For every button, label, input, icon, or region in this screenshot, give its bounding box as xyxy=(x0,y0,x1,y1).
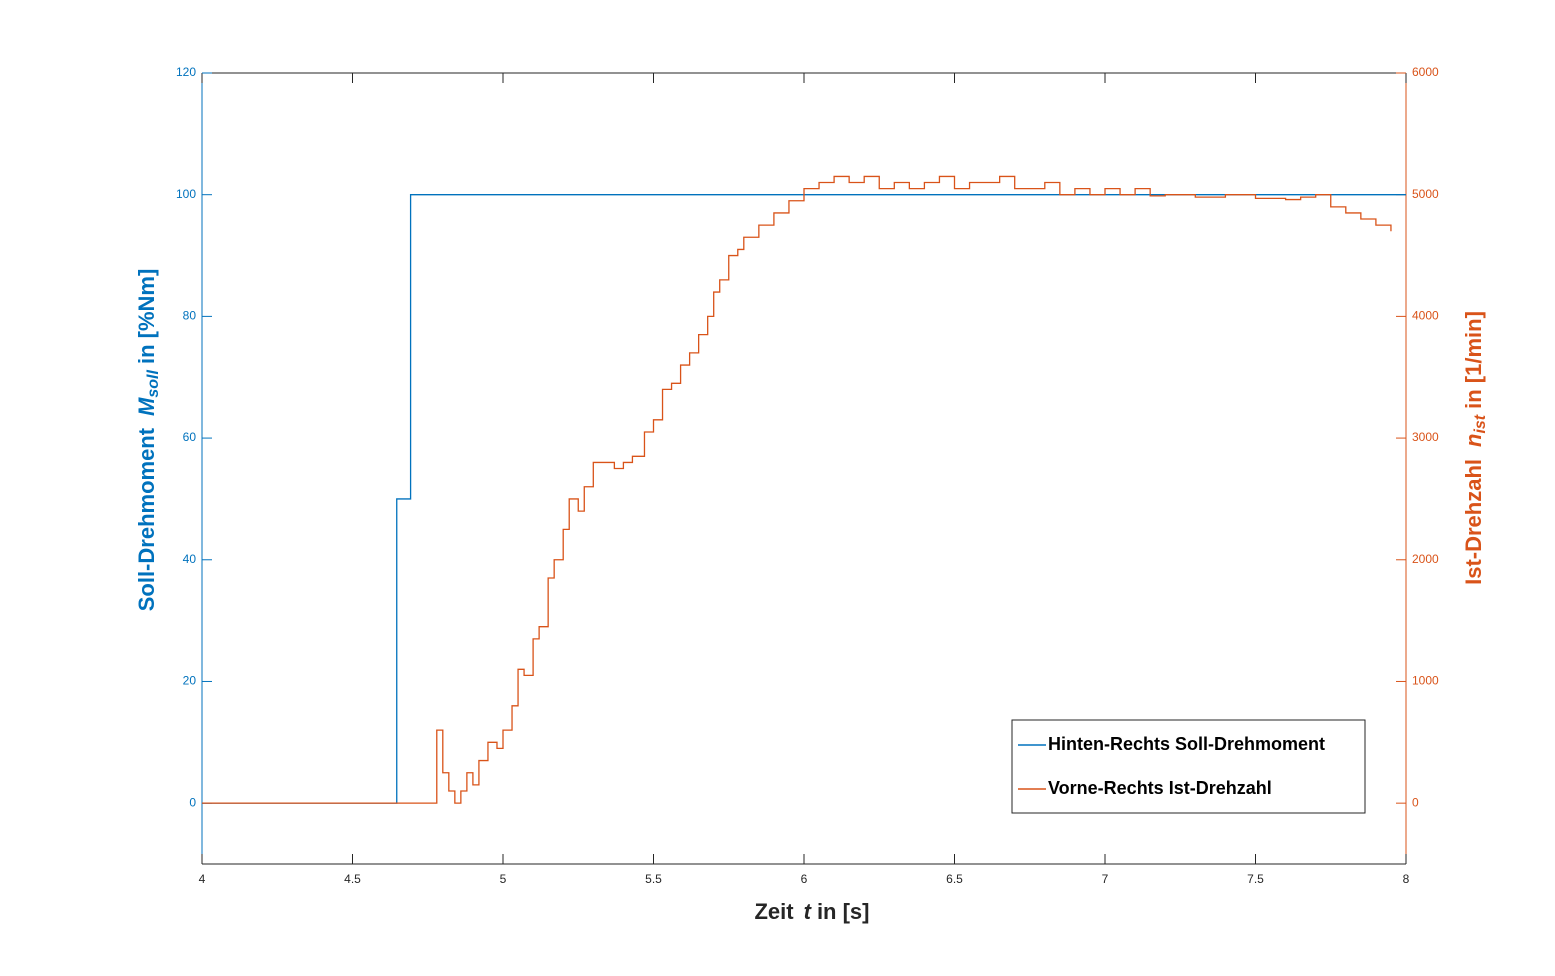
y2-tick-label: 3000 xyxy=(1412,430,1439,444)
y2-label-suffix: in [1/min] xyxy=(1461,311,1486,409)
y2-tick-label: 1000 xyxy=(1412,674,1439,688)
y-tick-label: 20 xyxy=(183,674,197,688)
x-tick-label: 5.5 xyxy=(645,872,662,886)
y-tick-label: 60 xyxy=(183,430,197,444)
legend: Hinten-Rechts Soll-Drehmoment Vorne-Recht… xyxy=(1011,719,1366,814)
y2-label-prefix: Ist-Drehzahl xyxy=(1461,459,1486,585)
x-tick-label: 8 xyxy=(1403,872,1410,886)
legend-label: Hinten-Rechts Soll-Drehmoment xyxy=(1048,734,1325,754)
y-tick-label: 0 xyxy=(189,795,196,809)
y-label-suffix: in [%Nm] xyxy=(134,269,159,364)
y2-tick-label: 5000 xyxy=(1412,187,1439,201)
y-tick-label: 80 xyxy=(183,309,197,323)
y2-tick-label: 4000 xyxy=(1412,309,1439,323)
y2-label-subscript: ist xyxy=(1472,414,1489,433)
y-tick-label: 120 xyxy=(176,65,196,79)
y-tick-label: 100 xyxy=(176,187,196,201)
x-tick-label: 6.5 xyxy=(946,872,963,886)
x-tick-label: 5 xyxy=(500,872,507,886)
legend-box xyxy=(1011,719,1366,814)
x-tick-label: 6 xyxy=(801,872,808,886)
data-line xyxy=(202,194,1406,804)
y-label-prefix: Soll-Drehmoment xyxy=(134,427,159,611)
y-label-symbol: M xyxy=(134,397,159,416)
y-axis-label: Soll-Drehmoment Msoll in [%Nm] xyxy=(134,269,162,612)
x-tick-label: 4.5 xyxy=(344,872,361,886)
y2-label-symbol: n xyxy=(1461,434,1486,447)
y2-tick-label: 2000 xyxy=(1412,552,1439,566)
data-line xyxy=(202,175,1392,804)
y2-tick-label: 6000 xyxy=(1412,65,1439,79)
y2-tick-label: 0 xyxy=(1412,795,1419,809)
y-tick-label: 40 xyxy=(183,552,197,566)
x-label-prefix: Zeit xyxy=(754,899,794,924)
x-label-symbol: t xyxy=(804,899,813,924)
x-axis-label: Zeit t in [s] xyxy=(754,899,869,924)
y2-axis-label: Ist-Drehzahl nist in [1/min] xyxy=(1461,311,1489,585)
x-label-suffix: in [s] xyxy=(817,899,870,924)
x-tick-label: 7.5 xyxy=(1247,872,1264,886)
x-tick-label: 7 xyxy=(1102,872,1109,886)
legend-label: Vorne-Rechts Ist-Drehzahl xyxy=(1048,778,1272,798)
x-tick-label: 4 xyxy=(199,872,206,886)
y-label-subscript: soll xyxy=(145,369,162,397)
